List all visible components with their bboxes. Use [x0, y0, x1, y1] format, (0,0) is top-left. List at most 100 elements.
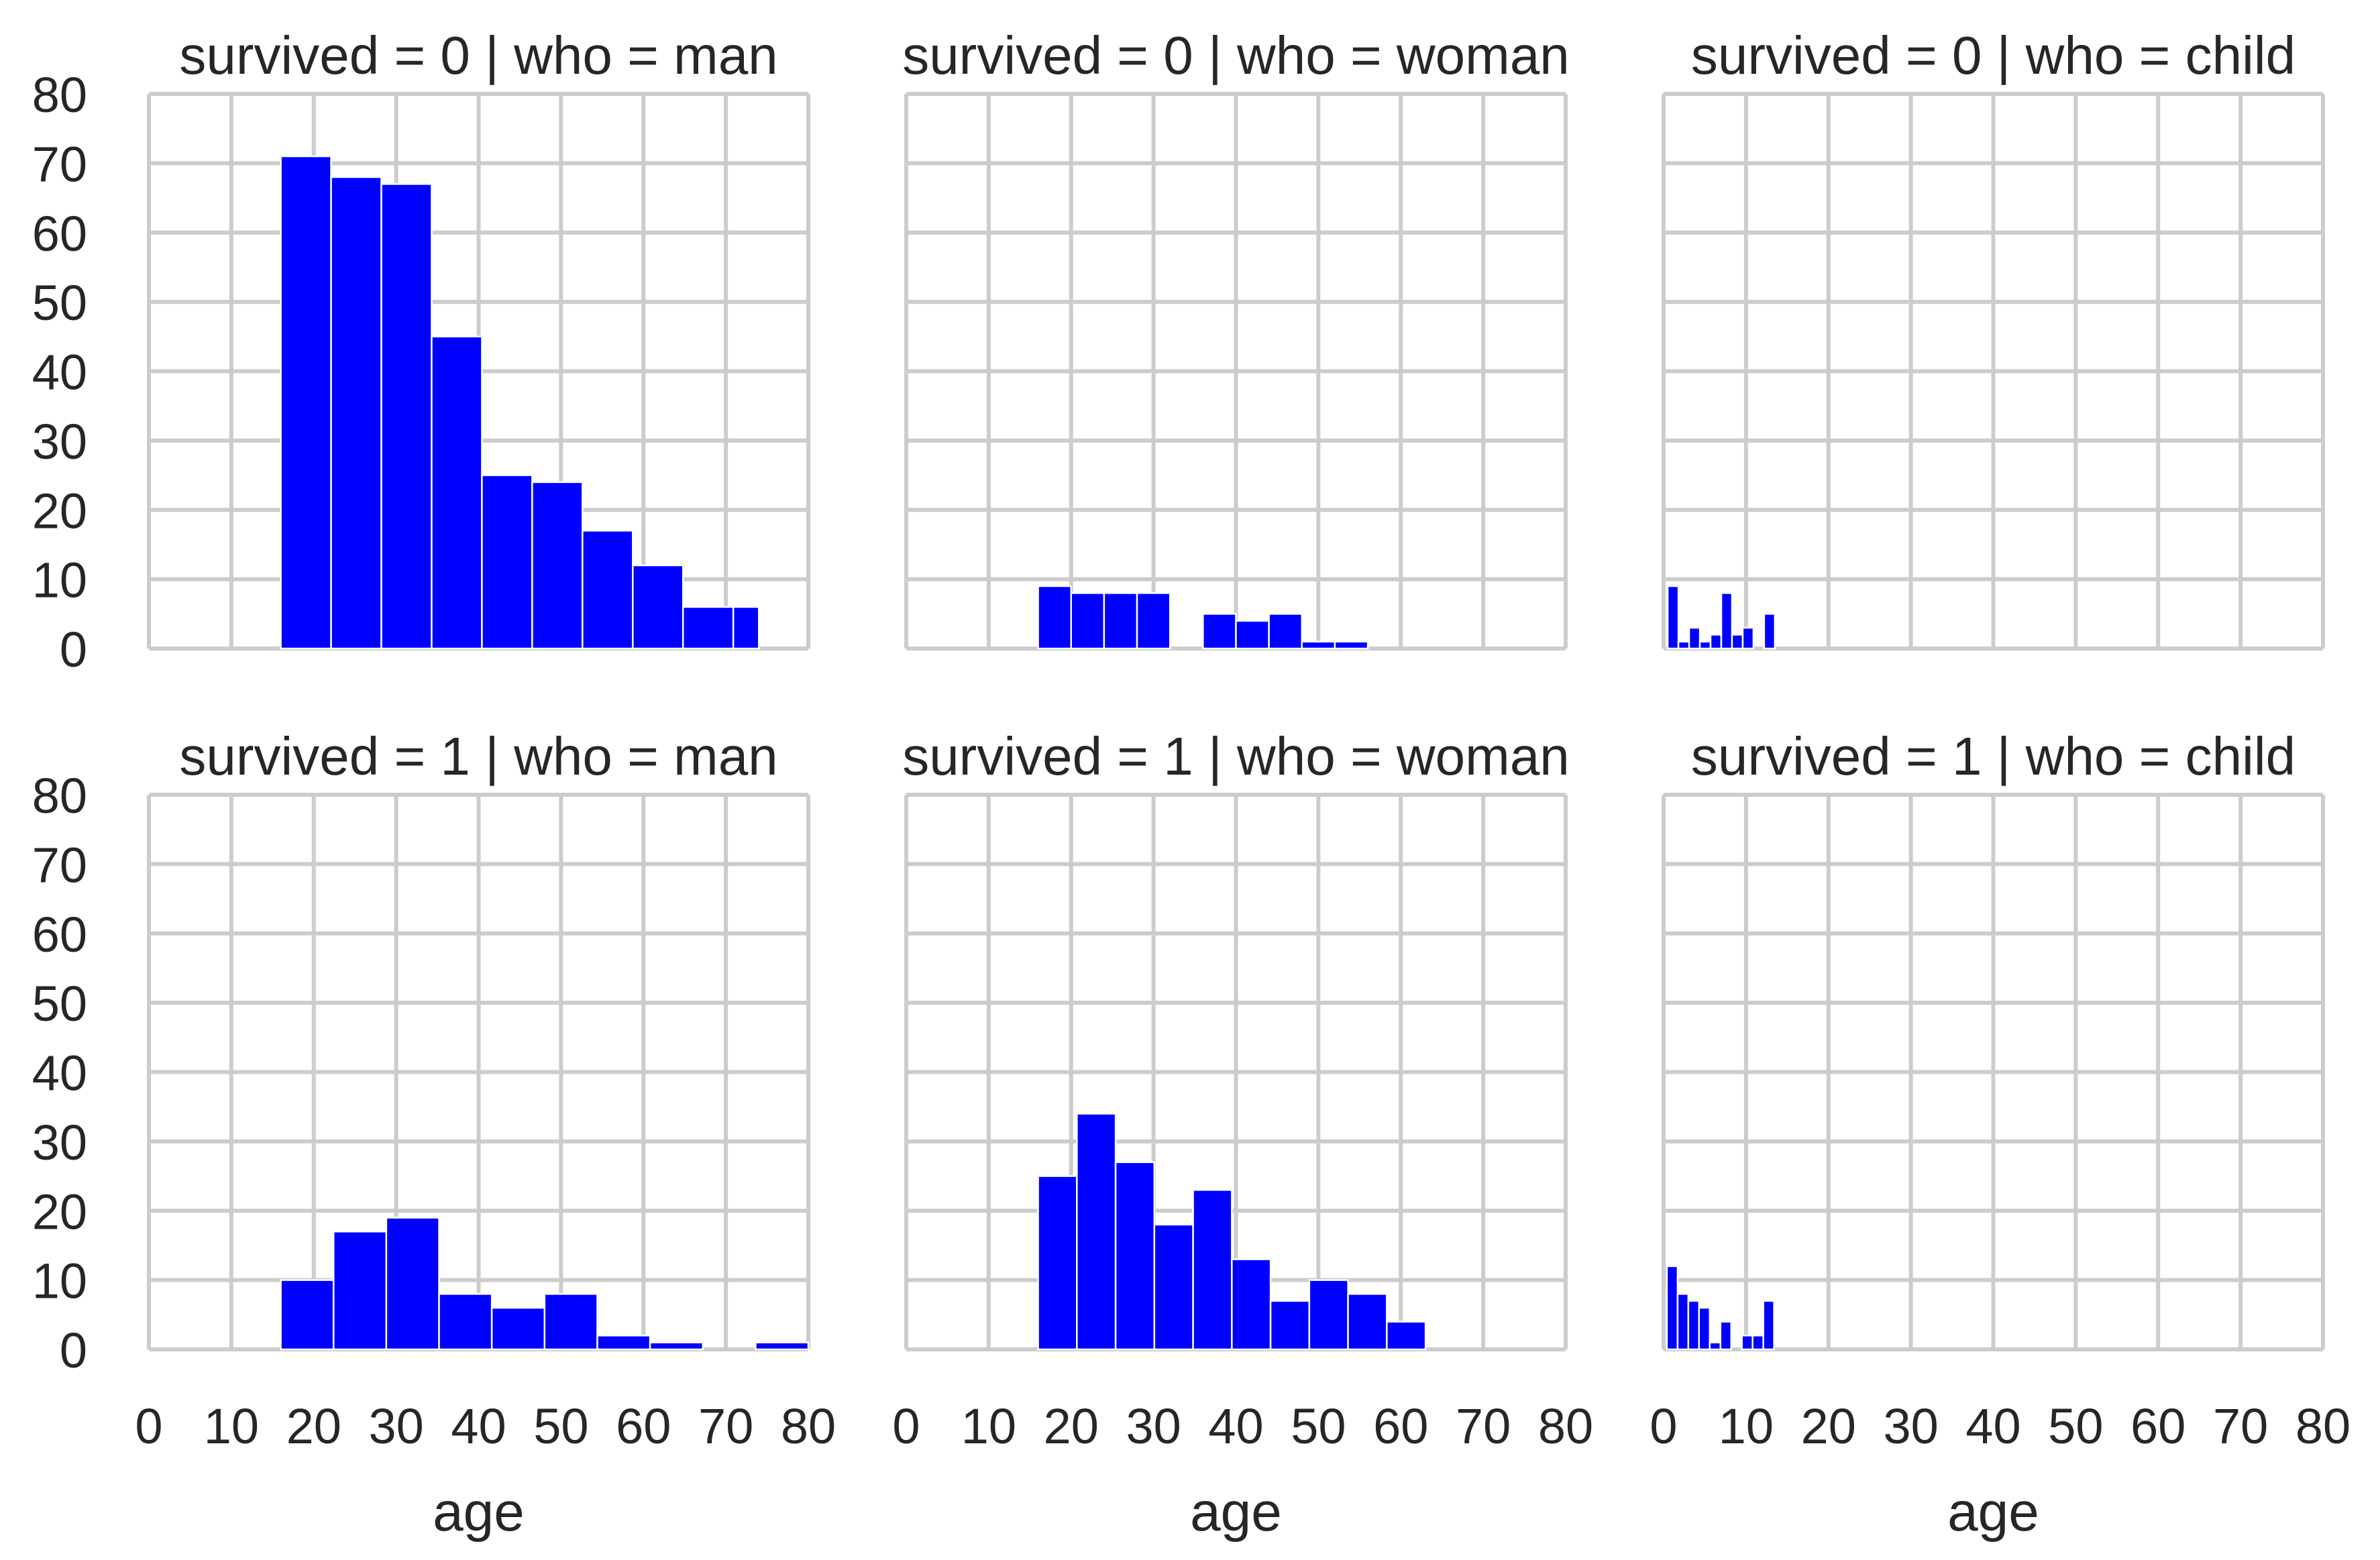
facet-panel-survived-0-who-child: survived = 0 | who = child [1662, 25, 2325, 651]
histogram-bar [1347, 1293, 1388, 1351]
x-axis-label: age [1190, 1482, 1282, 1543]
histogram-bar [649, 1341, 704, 1351]
histogram-bar [1037, 585, 1072, 650]
facet-title: survived = 1 | who = child [1691, 726, 2295, 786]
facet-panel-survived-1-who-man: survived = 1 | who = man 0 10 20 30 40 50 60 70 8… [32, 726, 836, 1543]
histogram-bar [330, 176, 382, 650]
facet-title: survived = 0 | who = child [1691, 25, 2295, 85]
histogram-bar [1386, 1321, 1427, 1351]
x-tick-label: 40 [451, 1398, 506, 1454]
x-tick-label: 30 [1126, 1398, 1181, 1454]
x-tick-label: 60 [616, 1398, 671, 1454]
y-tick-label: 40 [32, 1046, 87, 1101]
x-tick-label: 20 [286, 1398, 341, 1454]
histogram-bar [1687, 1300, 1700, 1351]
y-tick-label: 80 [32, 67, 87, 123]
y-tick-label: 70 [32, 837, 87, 893]
facet-panel-survived-1-who-woman: survived = 1 | who = woman 0 10 20 30 40 50 60 7… [892, 726, 1593, 1543]
facet-title: survived = 1 | who = woman [902, 726, 1570, 786]
x-tick-label: 80 [781, 1398, 836, 1454]
histogram-bar [1269, 1300, 1311, 1351]
histogram-bar [280, 155, 332, 650]
x-tick-label: 70 [1456, 1398, 1511, 1454]
x-tick-label: 70 [2213, 1398, 2268, 1454]
x-tick-label: 40 [1965, 1398, 2020, 1454]
histogram-bar [1334, 640, 1369, 650]
histogram-bar [596, 1335, 651, 1351]
x-tick-label: 0 [1649, 1398, 1677, 1454]
y-tick-label: 20 [32, 1184, 87, 1239]
y-tick-label: 50 [32, 275, 87, 331]
facet-title: survived = 0 | who = man [179, 25, 777, 85]
x-tick-label: 40 [1208, 1398, 1263, 1454]
histogram-bar [582, 530, 634, 650]
histogram-bar [481, 474, 533, 650]
histogram-bar [1719, 1321, 1733, 1351]
histogram-bar [1666, 585, 1680, 650]
x-tick-label: 20 [1801, 1398, 1856, 1454]
x-tick-label: 0 [892, 1398, 920, 1454]
histogram-bar [1720, 592, 1733, 650]
histogram-bar [755, 1341, 810, 1351]
histogram-bar [1192, 1188, 1233, 1351]
histogram-bar [1235, 620, 1270, 650]
histogram-bar [1308, 1279, 1349, 1351]
histogram-bar [438, 1293, 493, 1351]
histogram-bar [1070, 592, 1105, 650]
x-tick-label: 60 [2130, 1398, 2185, 1454]
histogram-bar [1688, 626, 1701, 650]
y-tick-label: 0 [60, 1323, 87, 1378]
y-tick-label: 30 [32, 1115, 87, 1170]
histogram-bar [543, 1293, 598, 1351]
facet-panel-survived-0-who-man: survived = 0 | who = man 0 10 20 30 40 50 60 70 8… [32, 25, 810, 677]
y-tick-label: 70 [32, 136, 87, 192]
histogram-bar [531, 481, 584, 650]
y-tick-label: 30 [32, 414, 87, 469]
y-tick-label: 10 [32, 1253, 87, 1309]
y-tick-label: 20 [32, 483, 87, 539]
histogram-bar [431, 335, 483, 650]
y-tick-label: 10 [32, 553, 87, 608]
histogram-bar [1709, 1341, 1722, 1351]
x-tick-label: 70 [698, 1398, 753, 1454]
facet-panel-survived-1-who-child: survived = 1 | who = child 0 10 20 30 40 50 60 7… [1649, 726, 2350, 1543]
histogram-bar [1037, 1175, 1078, 1351]
histogram-bar [490, 1306, 546, 1351]
x-tick-label: 30 [368, 1398, 423, 1454]
facet-title: survived = 1 | who = man [179, 726, 777, 786]
histogram-bar [1666, 1265, 1679, 1351]
histogram-bar [1698, 640, 1712, 650]
histogram-bar [1231, 1258, 1272, 1351]
histogram-bar [682, 606, 735, 650]
histogram-bar [1731, 634, 1744, 650]
histogram-bar [1076, 1113, 1117, 1351]
x-tick-label: 80 [1538, 1398, 1593, 1454]
histogram-bar [1676, 1293, 1690, 1351]
histogram-bar [332, 1231, 388, 1351]
histogram-bar [1763, 613, 1776, 650]
x-tick-label: 10 [204, 1398, 259, 1454]
histogram-bar [1677, 640, 1690, 650]
histogram-bar [1103, 592, 1138, 650]
histogram-bar [380, 183, 433, 650]
histogram-bar [1301, 640, 1336, 650]
x-tick-label: 50 [533, 1398, 588, 1454]
y-tick-label: 60 [32, 907, 87, 962]
y-tick-label: 50 [32, 976, 87, 1032]
x-tick-label: 60 [1373, 1398, 1428, 1454]
x-tick-label: 10 [961, 1398, 1016, 1454]
histogram-bar [1114, 1161, 1156, 1351]
y-tick-label: 40 [32, 345, 87, 400]
histogram-bar [1153, 1223, 1194, 1351]
x-axis-label: age [1947, 1482, 2039, 1543]
histogram-bar [1202, 613, 1237, 650]
y-tick-label: 0 [60, 622, 87, 677]
histogram-bar [385, 1217, 440, 1351]
histogram-bar [1698, 1306, 1711, 1351]
histogram-bar [632, 564, 684, 650]
y-tick-label: 60 [32, 206, 87, 262]
histogram-bar [1709, 634, 1723, 650]
histogram-bar [1268, 613, 1303, 650]
x-tick-label: 50 [1291, 1398, 1346, 1454]
